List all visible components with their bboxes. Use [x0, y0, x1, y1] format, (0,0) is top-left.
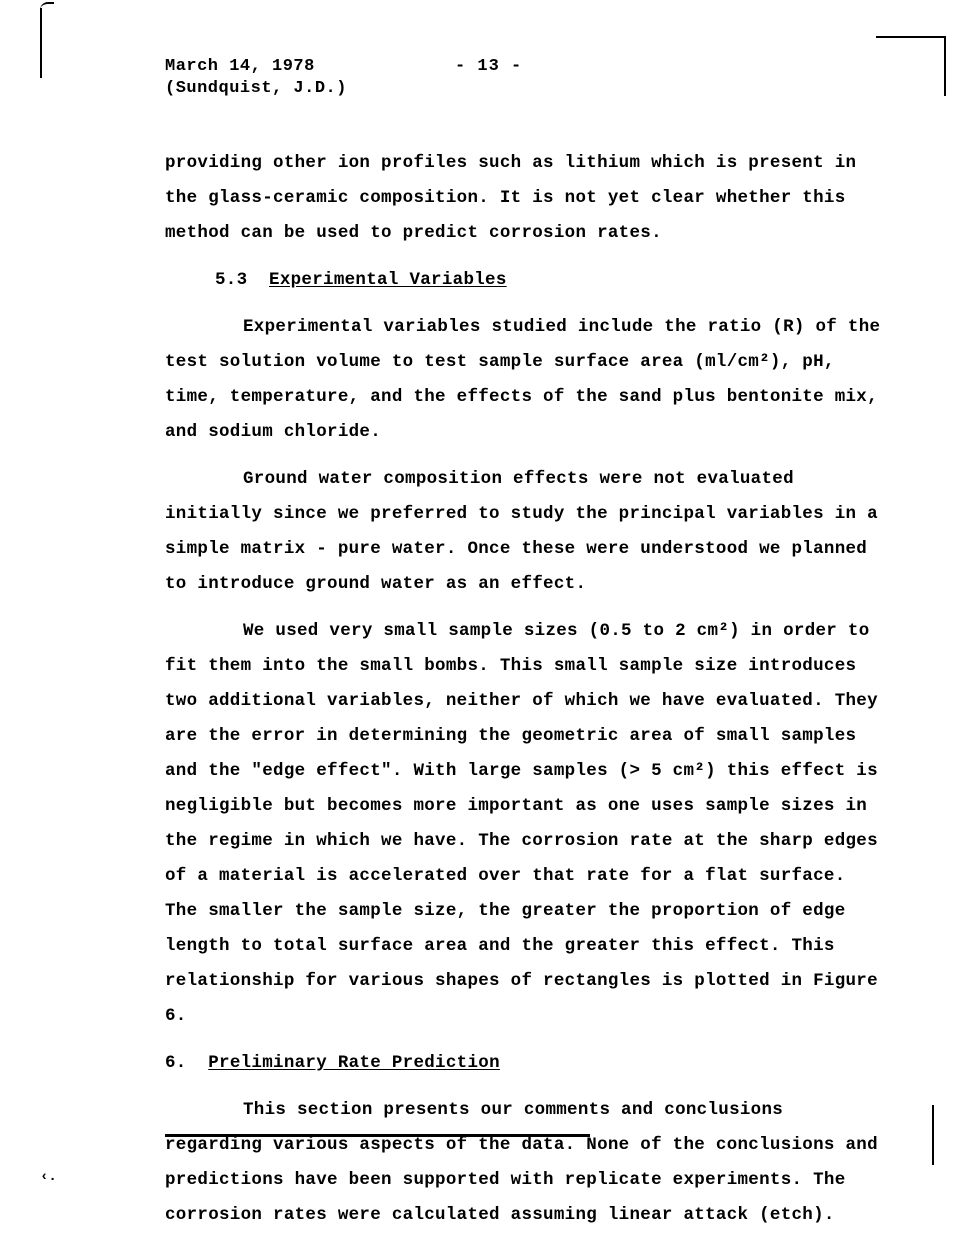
scan-corner-bottom-right	[932, 1105, 934, 1165]
header-page-number: - 13 -	[455, 55, 522, 79]
paragraph-2: Ground water composition effects were no…	[165, 462, 885, 602]
section-6-heading: 6. Preliminary Rate Prediction	[165, 1046, 885, 1081]
intro-paragraph: providing other ion profiles such as lit…	[165, 146, 885, 251]
section-5-3-title: Experimental Variables	[269, 270, 507, 290]
paragraph-4: This section presents our comments and c…	[165, 1093, 885, 1233]
section-5-3-heading: 5.3 Experimental Variables	[215, 263, 885, 298]
paragraph-3: We used very small sample sizes (0.5 to …	[165, 614, 885, 1034]
paragraph-1: Experimental variables studied include t…	[165, 310, 885, 450]
header-date: March 14, 1978	[165, 55, 455, 79]
bottom-left-mark: ‹.	[40, 1169, 57, 1185]
header-author: (Sundquist, J.D.)	[165, 79, 885, 98]
section-6-title: Preliminary Rate Prediction	[208, 1053, 500, 1073]
horizontal-rule	[165, 1134, 590, 1137]
scan-corner-top-left	[40, 8, 70, 78]
scan-corner-top-right	[876, 36, 946, 96]
section-5-3-number: 5.3	[215, 263, 247, 298]
header-line: March 14, 1978 - 13 -	[165, 55, 885, 79]
section-6-number: 6.	[165, 1046, 187, 1081]
